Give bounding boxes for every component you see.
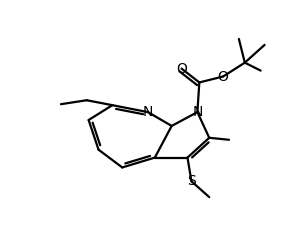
Text: N: N [192, 105, 203, 119]
Text: O: O [218, 69, 228, 84]
Text: S: S [187, 174, 196, 188]
Text: O: O [176, 62, 187, 76]
Text: N: N [143, 105, 153, 119]
